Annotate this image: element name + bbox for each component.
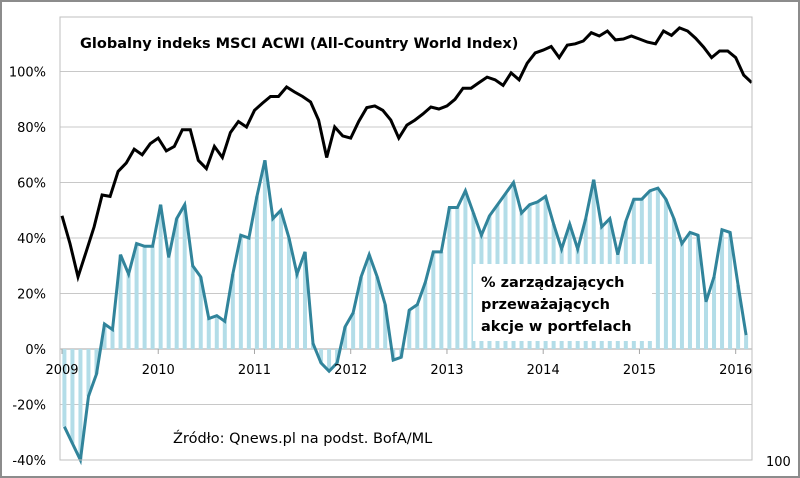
y-tick-label: 20%: [17, 288, 46, 303]
bar: [327, 349, 332, 372]
bar: [182, 204, 187, 349]
bar: [110, 329, 115, 349]
bar: [463, 190, 468, 349]
bar: [431, 251, 436, 349]
bar: [343, 326, 348, 349]
bar: [455, 207, 460, 349]
bar: [335, 349, 340, 363]
bar: [126, 274, 131, 349]
bar: [679, 243, 684, 349]
bar: [206, 318, 211, 349]
secondary-axis-label: 100: [766, 455, 791, 470]
bar: [278, 210, 283, 349]
bar: [695, 235, 700, 349]
bar: [712, 276, 717, 349]
bar: [415, 304, 420, 349]
x-tick-label: 2010: [142, 363, 175, 378]
bar: [102, 324, 107, 349]
bar: [655, 188, 660, 349]
bar: [222, 321, 227, 349]
bar: [351, 312, 356, 349]
y-tick-label: 60%: [17, 177, 46, 192]
bar: [383, 304, 388, 349]
bar: [142, 246, 147, 349]
y-tick-label: -40%: [12, 454, 46, 469]
bar: [86, 349, 91, 397]
bar: [294, 274, 299, 349]
y-tick-label: 80%: [17, 121, 46, 136]
bar: [270, 218, 275, 349]
bar: [150, 246, 155, 349]
bar: [158, 204, 163, 349]
chart-title: Globalny indeks MSCI ACWI (All-Country W…: [80, 36, 518, 52]
x-axis-labels: 2009 2010 2011 2012 2013 2014 2015 2016: [45, 363, 752, 378]
bar: [728, 232, 733, 349]
legend-box: [473, 264, 652, 341]
bar: [319, 349, 324, 363]
x-tick-label: 2009: [45, 363, 78, 378]
bar: [736, 285, 741, 349]
bar: [671, 218, 676, 349]
bar: [286, 238, 291, 349]
x-tick-label: 2014: [527, 363, 560, 378]
y-tick-label: 40%: [17, 232, 46, 247]
series-lines: [60, 26, 753, 466]
bar: [174, 218, 179, 349]
bar: [238, 235, 243, 349]
y-tick-label: 100%: [9, 66, 46, 81]
bar: [70, 349, 75, 444]
plot-area-border: [59, 16, 753, 461]
bar: [439, 251, 444, 349]
bar: [246, 238, 251, 349]
bar: [230, 274, 235, 349]
bar: [62, 349, 67, 427]
bar: [78, 349, 83, 460]
bar: [262, 160, 267, 349]
legend-line-2: przeważających: [481, 297, 610, 313]
x-tick-label: 2015: [623, 363, 656, 378]
legend: % zarządzających przeważających akcje w …: [473, 264, 652, 341]
x-tick-label: 2016: [719, 363, 752, 378]
bar: [118, 254, 123, 349]
bar: [423, 282, 428, 349]
x-tick-label: 2013: [430, 363, 463, 378]
bar: [254, 196, 259, 349]
bar: [367, 254, 372, 349]
bar: [720, 229, 725, 349]
bar: [166, 257, 171, 349]
bar: [190, 265, 195, 349]
bar: [447, 207, 452, 349]
x-tick-label: 2011: [238, 363, 271, 378]
x-tick-label: 2012: [334, 363, 367, 378]
y-axis-labels: -40% -20% 0% 20% 40% 60% 80% 100%: [9, 66, 46, 470]
bar: [214, 315, 219, 349]
bar: [663, 199, 668, 349]
bar: [375, 276, 380, 349]
source-annotation: Źródło: Qnews.pl na podst. BofA/ML: [173, 429, 432, 447]
bar: [359, 276, 364, 349]
bar: [687, 232, 692, 349]
bar: [134, 243, 139, 349]
bar: [303, 251, 308, 349]
x-axis: [61, 349, 737, 354]
bar: [704, 301, 709, 349]
y-tick-label: -20%: [12, 399, 46, 414]
bar: [94, 349, 99, 374]
bar: [744, 335, 749, 349]
series-line-msci-acwi: [60, 26, 753, 283]
legend-line-3: akcje w portfelach: [481, 319, 632, 335]
bar: [198, 276, 203, 349]
bar: [407, 310, 412, 349]
legend-line-1: % zarządzających: [481, 275, 625, 291]
series-line-managers: [63, 159, 748, 466]
y-tick-label: 0%: [25, 343, 46, 358]
